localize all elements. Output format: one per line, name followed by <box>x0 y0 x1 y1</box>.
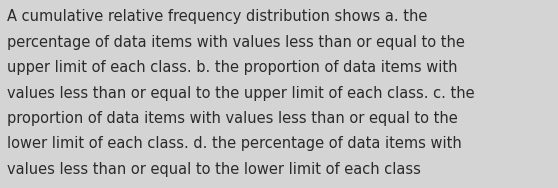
Text: values less than or equal to the upper limit of each class. c. the: values less than or equal to the upper l… <box>7 86 475 101</box>
Text: percentage of data items with values less than or equal to the: percentage of data items with values les… <box>7 35 465 50</box>
Text: A cumulative relative frequency distribution shows a. the: A cumulative relative frequency distribu… <box>7 9 427 24</box>
Text: lower limit of each class. d. the percentage of data items with: lower limit of each class. d. the percen… <box>7 136 462 151</box>
Text: proportion of data items with values less than or equal to the: proportion of data items with values les… <box>7 111 458 126</box>
Text: upper limit of each class. b. the proportion of data items with: upper limit of each class. b. the propor… <box>7 60 458 75</box>
Text: values less than or equal to the lower limit of each class: values less than or equal to the lower l… <box>7 162 421 177</box>
